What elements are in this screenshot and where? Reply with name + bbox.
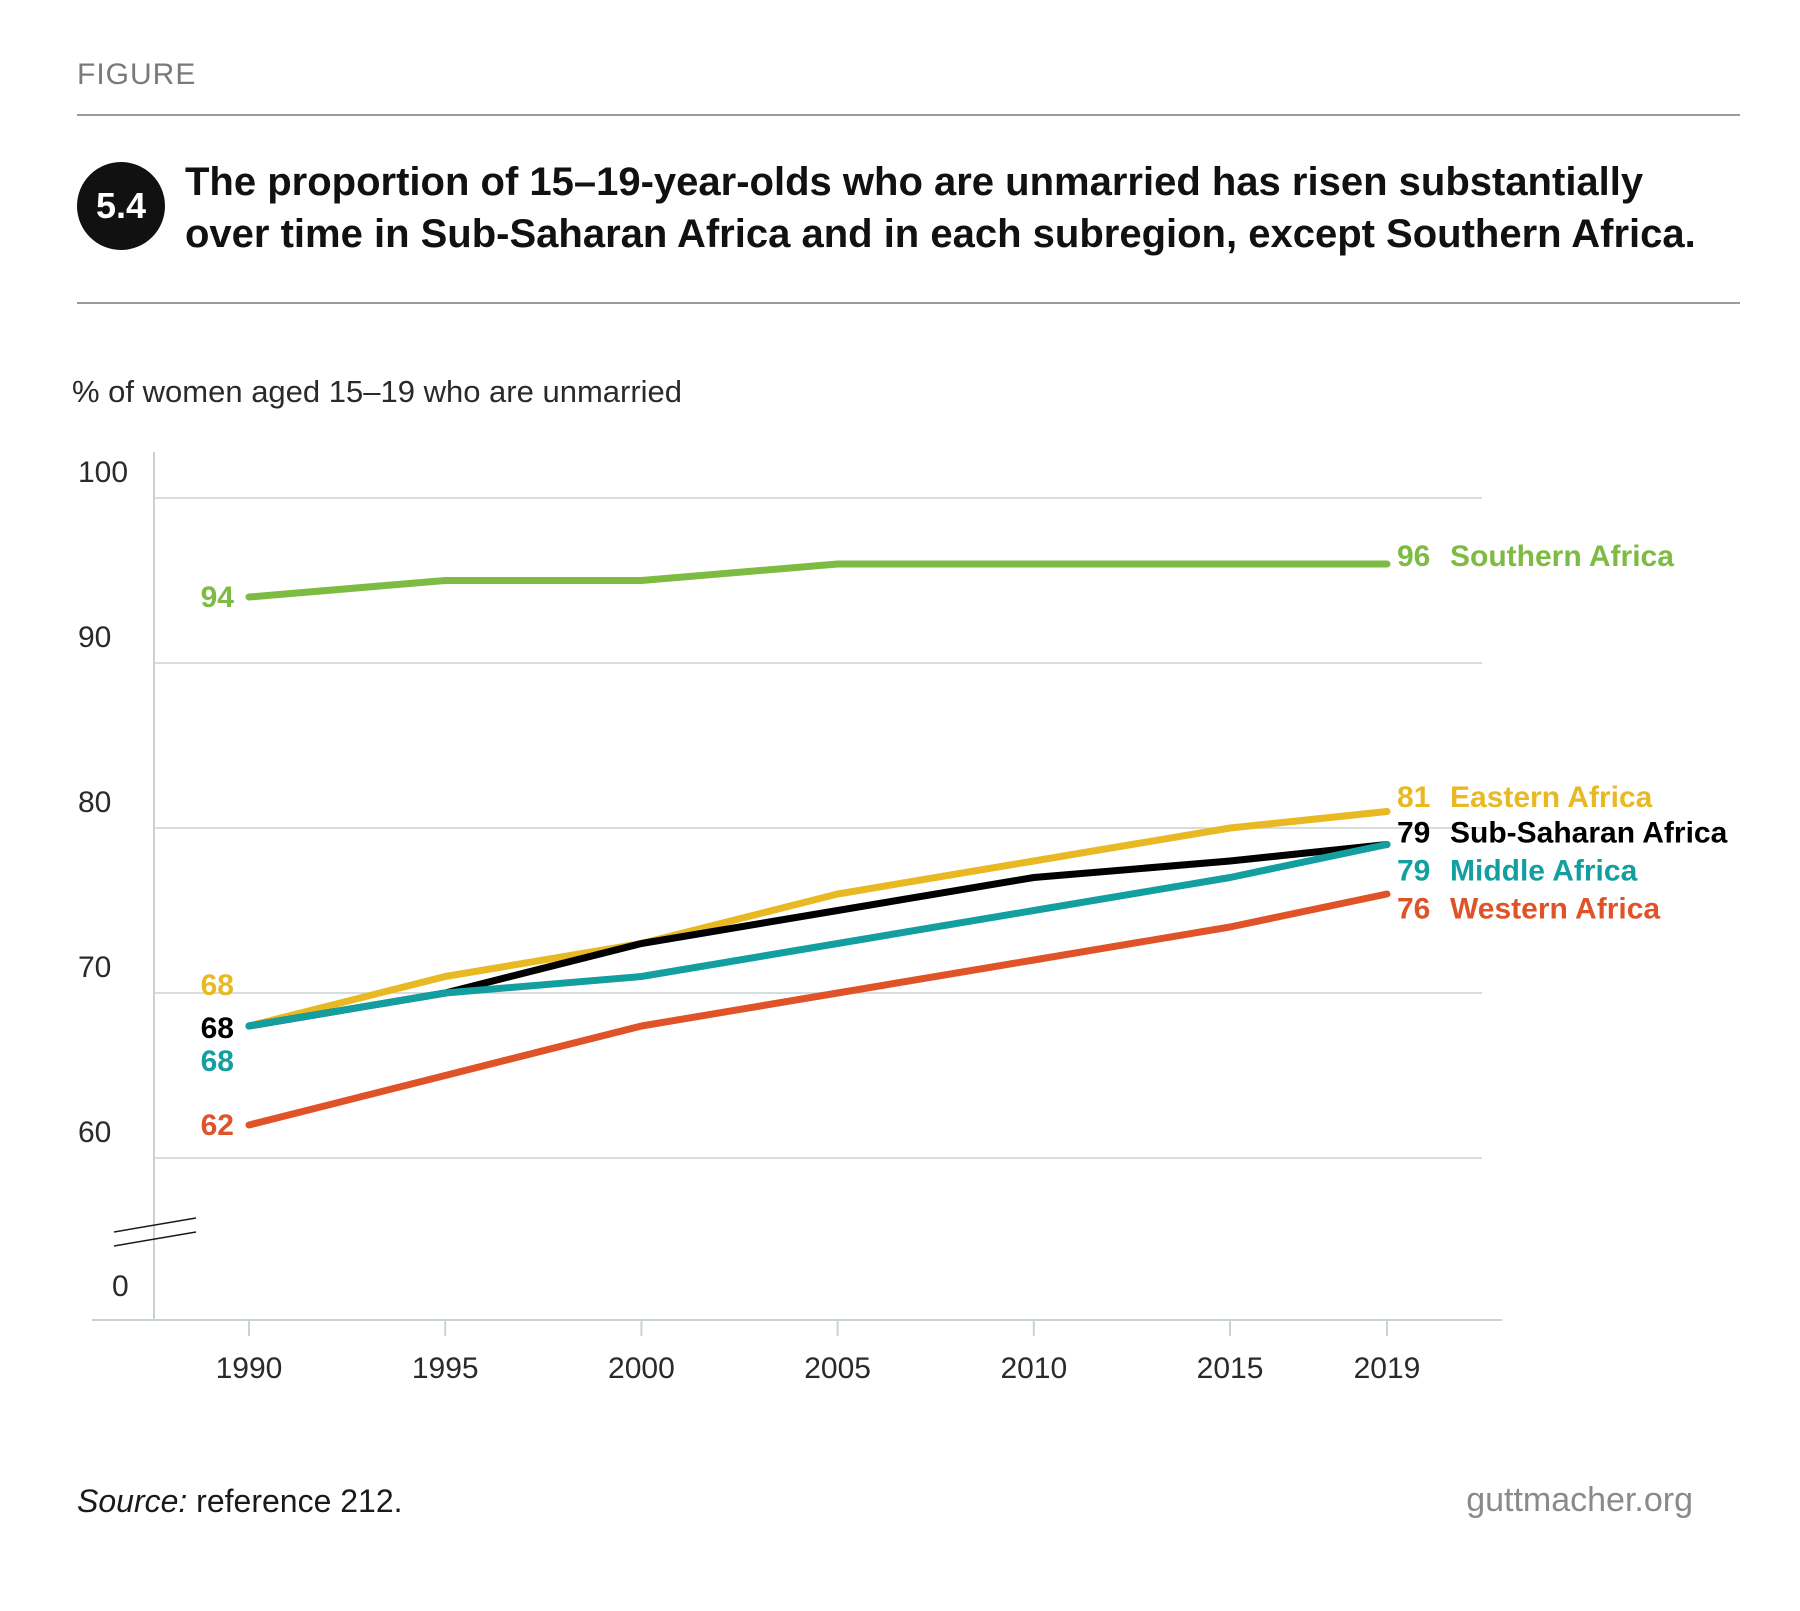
source-text: reference 212. xyxy=(187,1483,403,1519)
y-tick-label: 70 xyxy=(78,951,111,984)
axis-break-mark xyxy=(113,1217,197,1233)
series-name-label: Southern Africa xyxy=(1450,540,1674,573)
x-tick-label: 2019 xyxy=(1354,1352,1421,1385)
x-tick-label: 2000 xyxy=(608,1352,675,1385)
series-name-label: Middle Africa xyxy=(1450,855,1638,888)
header-bottom-rule xyxy=(77,302,1740,304)
end-value-label: 81 xyxy=(1397,781,1430,814)
x-tick-label: 2010 xyxy=(1000,1352,1067,1385)
x-tick-label: 1995 xyxy=(412,1352,479,1385)
y-tick-label: 60 xyxy=(78,1116,111,1149)
axis-break-mark xyxy=(113,1231,197,1247)
figure-title: The proportion of 15–19-year-olds who ar… xyxy=(185,156,1745,260)
series-line-middle-africa xyxy=(245,841,1391,1030)
header-top-rule xyxy=(77,114,1740,116)
end-value-label: 79 xyxy=(1397,855,1430,888)
figure-title-line-2: over time in Sub-Saharan Africa and in e… xyxy=(185,212,1696,256)
end-value-label: 76 xyxy=(1397,893,1430,926)
source-note: Source: reference 212. xyxy=(77,1483,403,1520)
y-tick-label: 80 xyxy=(78,786,111,819)
end-value-label: 79 xyxy=(1397,817,1430,850)
series-line-southern-africa xyxy=(245,560,1391,601)
y-tick-label: 0 xyxy=(112,1270,129,1303)
start-value-label: 62 xyxy=(201,1109,234,1142)
series-line-eastern-africa xyxy=(245,808,1391,1030)
start-value-label: 68 xyxy=(201,1012,234,1045)
figure-label: FIGURE xyxy=(77,58,197,91)
start-value-label: 68 xyxy=(201,969,234,1002)
source-prefix: Source: xyxy=(77,1483,188,1519)
figure-title-line-1: The proportion of 15–19-year-olds who ar… xyxy=(185,160,1644,204)
y-tick-label: 100 xyxy=(78,456,128,489)
x-tick-label: 2005 xyxy=(804,1352,871,1385)
series-name-label: Sub-Saharan Africa xyxy=(1450,817,1728,850)
series-name-label: Eastern Africa xyxy=(1450,781,1653,814)
series-line-western-africa xyxy=(245,890,1391,1129)
y-tick-label: 90 xyxy=(78,621,111,654)
end-value-label: 96 xyxy=(1397,540,1430,573)
start-value-label: 94 xyxy=(201,581,235,614)
y-axis-title: % of women aged 15–19 who are unmarried xyxy=(72,374,683,409)
site-credit: guttmacher.org xyxy=(1466,1481,1693,1519)
figure-number-badge: 5.4 xyxy=(77,162,165,250)
start-value-label: 68 xyxy=(201,1045,234,1078)
series-name-label: Western Africa xyxy=(1450,893,1660,926)
x-tick-label: 2015 xyxy=(1197,1352,1264,1385)
x-tick-label: 1990 xyxy=(216,1352,283,1385)
